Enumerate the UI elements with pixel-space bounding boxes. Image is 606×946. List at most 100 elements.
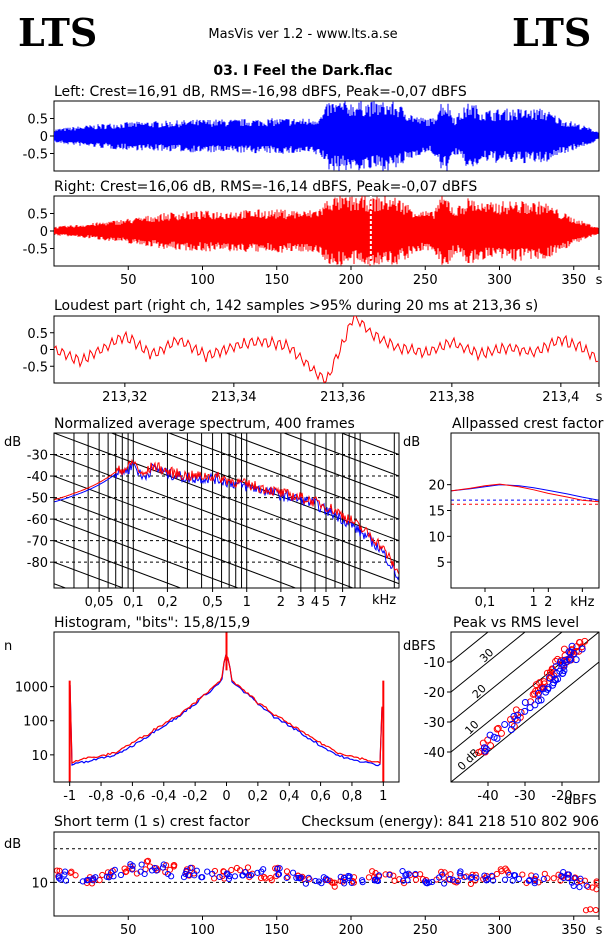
short-term-crest-xtick-label: s	[596, 923, 603, 938]
short-term-crest-point-blue	[276, 865, 283, 872]
histogram-series-red	[69, 653, 383, 765]
peak-vs-rms-point-blue	[544, 684, 552, 692]
loudest-part-xtick-label: s	[596, 390, 603, 405]
peak-vs-rms-diagonal-label: 20	[470, 682, 489, 701]
short-term-crest-point-blue	[159, 864, 167, 871]
right-waveform-panel: Right: Crest=16,06 dB, RMS=-16,14 dBFS, …	[23, 179, 603, 288]
short-term-crest-point-blue	[295, 874, 302, 882]
histogram-ylabel: n	[4, 639, 12, 654]
short-term-crest-point-blue	[403, 871, 410, 878]
short-term-crest-point-blue	[468, 873, 476, 881]
short-term-crest-point-blue	[324, 876, 331, 884]
spectrum-panel: Normalized average spectrum, 400 frames …	[4, 416, 400, 610]
allpassed-crest-ytick-label: 20	[428, 479, 445, 494]
short-term-crest-panel: Short term (1 s) crest factor Checksum (…	[4, 814, 603, 938]
short-term-crest-point-red	[262, 875, 269, 882]
short-term-crest-point-red	[144, 857, 152, 864]
short-term-crest-point-blue	[322, 875, 330, 882]
spectrum-slope-line	[54, 518, 240, 588]
app-title: MasVis ver 1.2 - www.lts.a.se	[208, 27, 397, 42]
peak-vs-rms-point-blue	[566, 649, 574, 657]
short-term-crest-point-blue	[274, 865, 281, 872]
peak-vs-rms-point-blue	[568, 642, 576, 650]
short-term-crest-point-blue	[583, 882, 590, 889]
short-term-crest-point-red	[396, 876, 403, 883]
peak-vs-rms-point-red	[497, 729, 505, 737]
right-waveform-xtick-label: s	[596, 273, 603, 288]
peak-vs-rms-diagonal-label: 10	[462, 718, 481, 737]
spectrum-xtick-label: 3	[297, 595, 305, 610]
peak-vs-rms-point-blue	[481, 747, 489, 755]
right-waveform-ytick-label: -0.5	[23, 243, 48, 258]
short-term-crest-point-blue	[570, 882, 577, 889]
right-waveform-xtick-label: 300	[487, 273, 512, 288]
histogram-ytick-label: 10	[31, 749, 48, 764]
histogram-xtick-label: 0	[222, 789, 230, 804]
right-waveform-ytick-label: 0.5	[27, 208, 48, 223]
short-term-crest-xtick-label: 150	[264, 923, 289, 938]
short-term-crest-point-blue	[473, 874, 480, 881]
peak-vs-rms-xtick-label: -40	[477, 789, 498, 804]
short-term-crest-point-blue	[461, 874, 468, 881]
short-term-crest-point-blue	[141, 870, 148, 878]
peak-vs-rms-ytick-label: -30	[424, 716, 445, 731]
peak-vs-rms-point-blue	[507, 726, 515, 734]
short-term-crest-xtick-label: 200	[339, 923, 364, 938]
short-term-crest-point-blue	[371, 876, 379, 883]
short-term-crest-point-red	[365, 874, 373, 881]
short-term-crest-point-red	[171, 862, 178, 869]
short-term-crest-point-blue	[55, 873, 62, 880]
short-term-crest-point-blue	[105, 874, 113, 881]
loudest-part-trace	[54, 316, 599, 383]
spectrum-xtick-label: 4	[311, 595, 319, 610]
peak-vs-rms-point-blue	[535, 697, 543, 705]
loudest-part-xtick-label: 213,32	[102, 390, 148, 405]
spectrum-slope-line	[54, 540, 182, 588]
left-waveform-ytick-label: -0.5	[23, 148, 48, 163]
spectrum-ytick-label: -40	[27, 470, 48, 485]
spectrum-slope-line	[54, 454, 399, 585]
histogram-xtick-label: 0,4	[279, 789, 300, 804]
short-term-crest-point-red	[469, 871, 476, 878]
short-term-crest-point-blue	[247, 872, 255, 879]
short-term-crest-xtick-label: 100	[190, 923, 215, 938]
peak-vs-rms-point-blue	[493, 734, 501, 742]
spectrum-frame	[53, 432, 400, 589]
spectrum-xtick-label: 7	[338, 595, 346, 610]
histogram-series-blue	[69, 652, 383, 767]
spectrum-ytick-label: -70	[27, 535, 48, 550]
short-term-crest-point-blue	[446, 875, 453, 883]
right-waveform-ytick-label: 0	[40, 225, 48, 240]
short-term-crest-point-blue	[79, 878, 86, 885]
short-term-crest-point-red	[369, 868, 376, 875]
peak-vs-rms-point-blue	[556, 667, 564, 675]
checksum-text: Checksum (energy): 841 218 510 802 906	[301, 814, 599, 830]
left-waveform-panel: Left: Crest=16,91 dB, RMS=-16,98 dBFS, P…	[23, 84, 600, 172]
spectrum-ylabel: dB	[4, 435, 21, 450]
loudest-part-xtick-label: 213,36	[320, 390, 366, 405]
short-term-crest-point-blue	[57, 876, 64, 883]
short-term-crest-point-red	[550, 875, 557, 882]
short-term-crest-point-red	[593, 878, 599, 885]
peak-vs-rms-point-blue	[570, 650, 578, 658]
allpassed-crest-ytick-label: 15	[428, 505, 445, 520]
peak-vs-rms-point-red	[581, 637, 589, 645]
short-term-crest-point-blue	[576, 884, 583, 891]
allpassed-crest-xtick-label: kHz	[570, 595, 594, 610]
peak-vs-rms-point-blue	[521, 699, 529, 707]
right-waveform-xtick-label: 100	[190, 273, 215, 288]
peak-vs-rms-point-blue	[510, 712, 518, 720]
short-term-crest-point-blue	[302, 880, 309, 887]
short-term-crest-point-blue	[312, 877, 319, 885]
left-waveform-title: Left: Crest=16,91 dB, RMS=-16,98 dBFS, P…	[54, 84, 467, 100]
peak-vs-rms-point-blue	[556, 658, 564, 666]
peak-vs-rms-point-blue	[554, 675, 562, 683]
peak-vs-rms-point-red	[487, 742, 495, 750]
short-term-crest-point-red	[577, 878, 584, 885]
histogram-xtick-label: 1	[379, 789, 387, 804]
spectrum-slope-line	[282, 433, 399, 477]
short-term-crest-point-blue	[129, 862, 136, 869]
histogram-xtick-label: -1	[63, 789, 76, 804]
short-term-crest-ylabel: dB	[4, 837, 21, 852]
short-term-crest-point-red	[541, 870, 548, 877]
